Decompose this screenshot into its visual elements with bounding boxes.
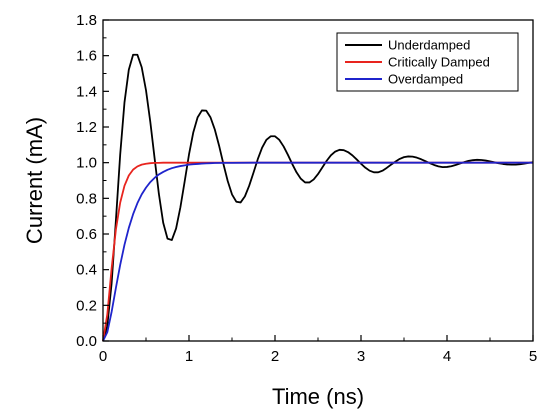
series-line-0	[102, 53, 534, 342]
x-tick-label: 5	[529, 348, 537, 365]
y-tick-label: 1.8	[76, 12, 97, 29]
y-tick-label: 1.6	[76, 48, 97, 65]
x-tick-label: 4	[443, 348, 451, 365]
legend: Underdamped Critically Damped Overdamped	[336, 32, 519, 92]
legend-label-0: Underdamped	[388, 38, 470, 53]
y-tick-label: 0.0	[76, 333, 97, 350]
x-tick-label: 0	[99, 348, 107, 365]
series-line-2	[102, 161, 533, 342]
y-axis-title: Current (mA)	[22, 117, 47, 244]
series-layer	[102, 53, 534, 342]
series-line-1	[102, 161, 533, 342]
y-tick-label: 1.2	[76, 119, 97, 136]
y-tick-label: 0.4	[76, 262, 97, 279]
legend-label-2: Overdamped	[388, 72, 463, 87]
y-tick-label: 0.8	[76, 190, 97, 207]
legend-label-1: Critically Damped	[388, 55, 490, 70]
y-tick-label: 1.4	[76, 83, 97, 100]
x-tick-label: 1	[185, 348, 193, 365]
axes: 0 1 2 3 4 5 0.0 0.2 0.4 0.6 0.8 1.0 1.2 1.4 1.6 1.8	[76, 12, 537, 365]
x-axis-title: Time (ns)	[272, 384, 364, 409]
y-tick-label: 1.0	[76, 155, 97, 172]
y-tick-label: 0.2	[76, 297, 97, 314]
x-tick-label: 3	[357, 348, 365, 365]
y-tick-label: 0.6	[76, 226, 97, 243]
x-tick-label: 2	[271, 348, 279, 365]
